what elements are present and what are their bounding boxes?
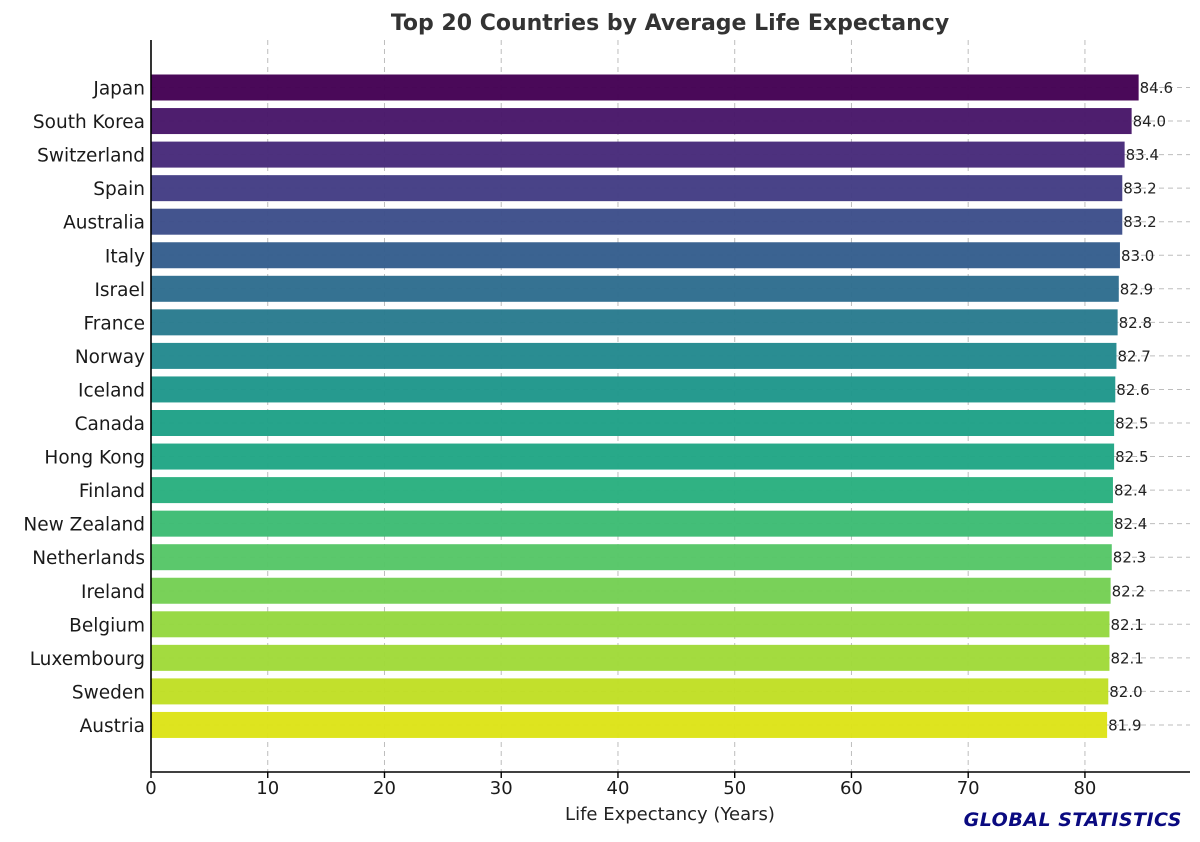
category-label: Finland <box>79 481 145 502</box>
watermark-text: GLOBAL STATISTICS <box>964 809 1182 831</box>
category-label: Ireland <box>81 582 145 603</box>
bar <box>151 175 1123 202</box>
category-label: Sweden <box>72 682 145 703</box>
x-tick-label: 0 <box>145 778 156 799</box>
value-label: 83.2 <box>1123 180 1156 198</box>
category-label: New Zealand <box>23 515 145 536</box>
x-tick-label: 60 <box>840 778 863 799</box>
category-label: Iceland <box>78 380 145 401</box>
x-tick-label: 40 <box>607 778 630 799</box>
bar <box>151 644 1110 671</box>
value-label: 82.6 <box>1116 381 1149 399</box>
bar <box>151 309 1118 336</box>
x-tick-label: 10 <box>256 778 279 799</box>
bar <box>151 611 1110 638</box>
value-label: 82.1 <box>1110 616 1143 634</box>
value-label: 82.4 <box>1114 482 1147 500</box>
value-label: 82.5 <box>1115 448 1148 466</box>
x-tick-label: 70 <box>957 778 980 799</box>
bar <box>151 376 1116 403</box>
value-label: 83.0 <box>1121 247 1154 265</box>
category-label: Austria <box>80 716 145 737</box>
x-tick-label: 80 <box>1073 778 1096 799</box>
category-label: Australia <box>63 213 145 234</box>
value-label: 82.3 <box>1113 549 1146 567</box>
category-label: Spain <box>93 179 145 200</box>
x-axis-label: Life Expectancy (Years) <box>565 804 775 825</box>
value-label: 82.2 <box>1112 582 1145 600</box>
bar <box>151 477 1113 504</box>
value-label: 82.9 <box>1120 280 1153 298</box>
bar <box>151 74 1139 101</box>
category-label: Canada <box>75 414 145 435</box>
value-label: 82.0 <box>1109 683 1142 701</box>
bar <box>151 108 1132 135</box>
category-label: Israel <box>94 280 145 301</box>
bar <box>151 510 1113 537</box>
category-label: Switzerland <box>37 146 145 167</box>
value-label: 82.4 <box>1114 515 1147 533</box>
category-label: Norway <box>75 347 145 368</box>
bar <box>151 577 1111 604</box>
chart-title: Top 20 Countries by Average Life Expecta… <box>391 11 949 36</box>
value-label: 82.8 <box>1119 314 1152 332</box>
x-tick-label: 30 <box>490 778 513 799</box>
category-label: Japan <box>92 79 145 100</box>
value-label: 84.6 <box>1140 79 1173 97</box>
category-label: Hong Kong <box>44 448 145 469</box>
category-label: France <box>83 313 145 334</box>
value-label: 83.2 <box>1123 213 1156 231</box>
category-label: Netherlands <box>32 548 145 569</box>
category-label: Belgium <box>69 615 145 636</box>
category-label: Italy <box>105 246 145 267</box>
bar <box>151 678 1109 705</box>
value-label: 83.4 <box>1126 146 1159 164</box>
bars <box>151 74 1139 738</box>
bar <box>151 342 1117 369</box>
bar <box>151 275 1119 302</box>
value-label: 84.0 <box>1133 113 1166 131</box>
value-label: 82.1 <box>1110 649 1143 667</box>
category-label: South Korea <box>33 112 145 133</box>
x-axis-ticks: 0 10 20 30 40 50 60 70 80 <box>145 772 1096 799</box>
labels: Japan 84.6 South Korea 84.0 Switzerland 83.4 S… <box>23 79 1173 737</box>
value-label: 82.7 <box>1117 347 1150 365</box>
value-label: 81.9 <box>1108 716 1141 734</box>
bar <box>151 141 1125 168</box>
bar <box>151 711 1108 738</box>
bar <box>151 208 1123 235</box>
bar <box>151 242 1120 269</box>
x-tick-label: 50 <box>723 778 746 799</box>
x-tick-label: 20 <box>373 778 396 799</box>
bar <box>151 443 1115 470</box>
bar <box>151 410 1115 436</box>
bar <box>151 544 1112 571</box>
value-label: 82.5 <box>1115 415 1148 433</box>
category-label: Luxembourg <box>30 649 145 670</box>
